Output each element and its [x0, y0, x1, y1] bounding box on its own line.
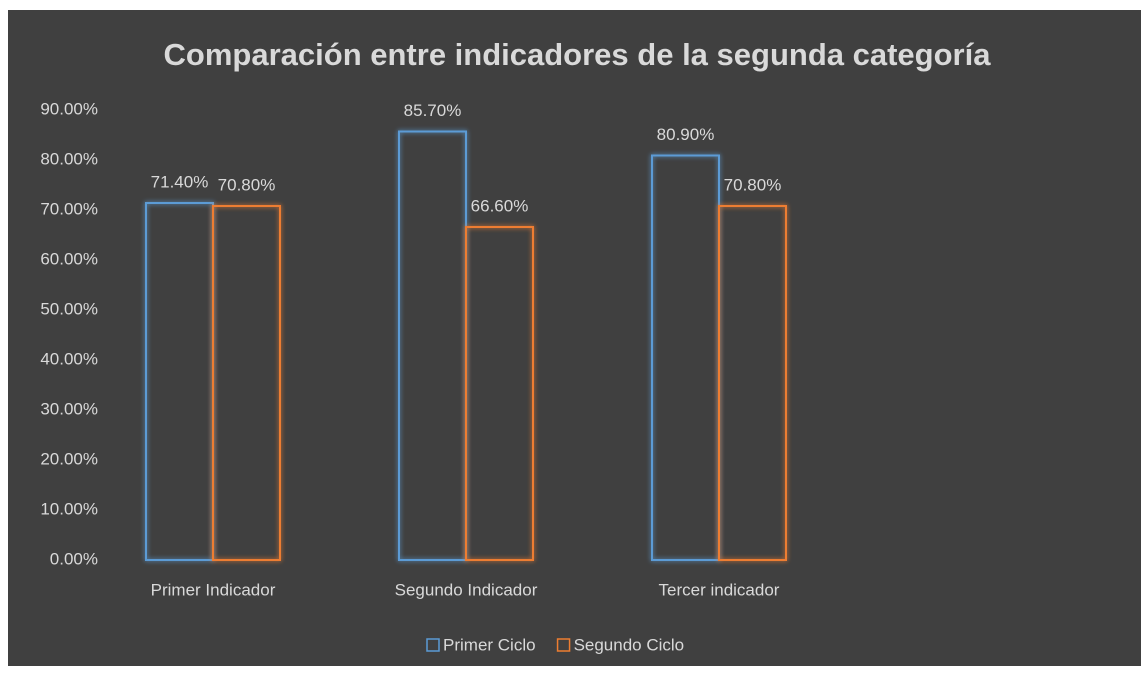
y-tick-label: 0.00%	[50, 549, 98, 568]
x-tick-label: Tercer indicador	[659, 580, 780, 599]
data-label: 70.80%	[724, 175, 782, 194]
y-tick-label: 80.00%	[40, 149, 98, 168]
y-tick-label: 70.00%	[40, 199, 98, 218]
legend-label: Primer Ciclo	[443, 635, 536, 654]
data-label: 71.40%	[151, 172, 209, 191]
y-tick-label: 40.00%	[40, 349, 98, 368]
y-tick-label: 30.00%	[40, 399, 98, 418]
bar	[465, 226, 534, 561]
bar	[718, 205, 787, 561]
y-tick-label: 60.00%	[40, 249, 98, 268]
legend-label: Segundo Ciclo	[574, 635, 685, 654]
chart-title: Comparación entre indicadores de la segu…	[164, 37, 992, 72]
y-tick-label: 10.00%	[40, 499, 98, 518]
x-tick-label: Segundo Indicador	[395, 580, 538, 599]
data-label: 80.90%	[657, 125, 715, 144]
legend-swatch	[556, 638, 571, 652]
data-label: 85.70%	[404, 101, 462, 120]
y-tick-label: 90.00%	[40, 99, 98, 118]
data-label: 70.80%	[218, 175, 276, 194]
bar	[212, 205, 281, 561]
x-tick-label: Primer Indicador	[151, 580, 276, 599]
y-tick-label: 20.00%	[40, 449, 98, 468]
legend-swatch	[426, 638, 440, 652]
data-label: 66.60%	[471, 196, 529, 215]
chart-background	[8, 10, 1141, 666]
y-tick-label: 50.00%	[40, 299, 98, 318]
